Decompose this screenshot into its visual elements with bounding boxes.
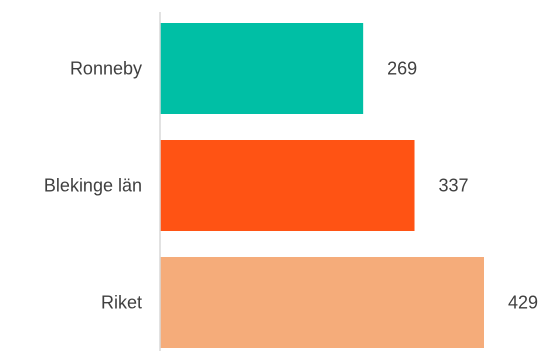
- bar-0: [160, 23, 364, 114]
- value-label-0: 269: [387, 59, 417, 79]
- bar-1: [160, 140, 415, 231]
- value-label-2: 429: [508, 293, 538, 313]
- bar-2: [160, 257, 484, 348]
- category-label-2: Riket: [101, 293, 142, 313]
- bars-group: [160, 23, 484, 348]
- category-label-0: Ronneby: [70, 59, 142, 79]
- value-label-1: 337: [439, 176, 469, 196]
- category-label-1: Blekinge län: [44, 176, 142, 196]
- labels-group: Ronneby 269 Blekinge län 337 Riket 429: [44, 59, 538, 313]
